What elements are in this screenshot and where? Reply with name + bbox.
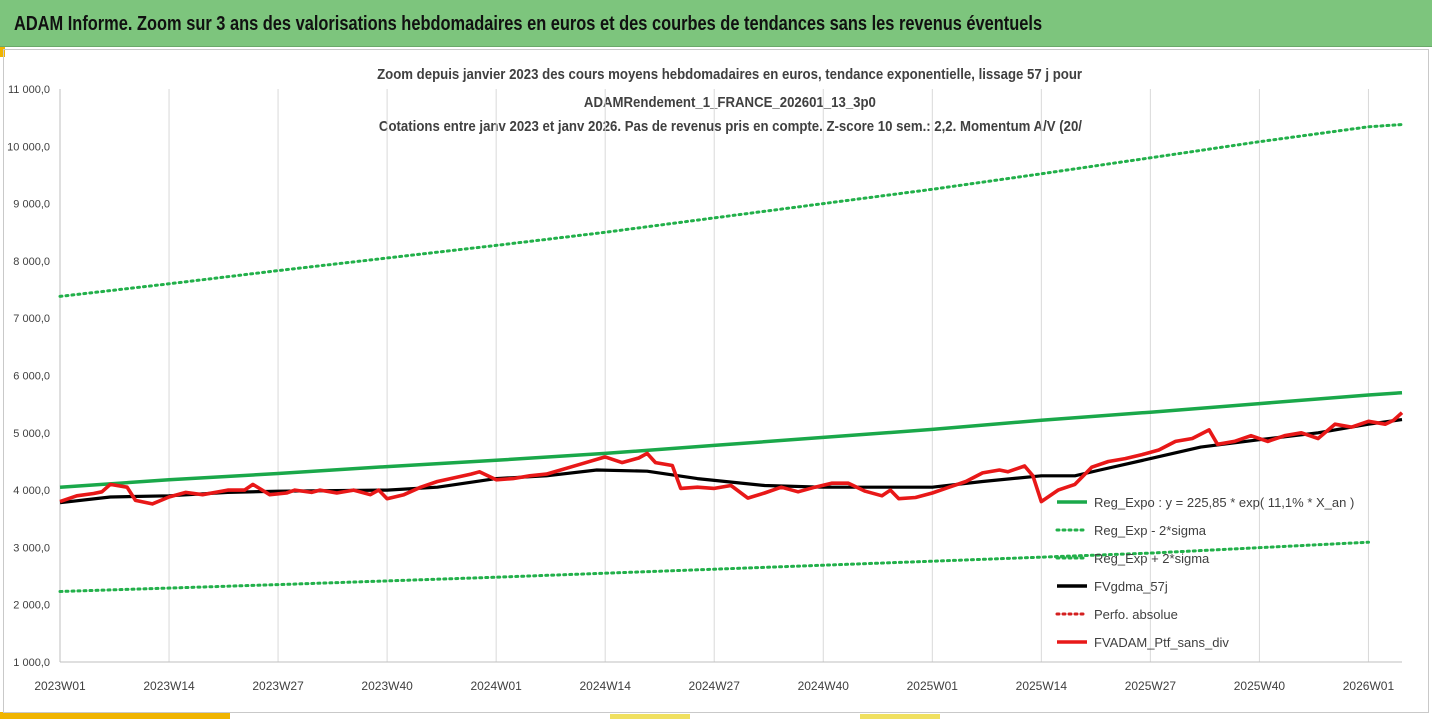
- series-line-2: [58, 123, 1404, 298]
- y-tick-label: 10 000,0: [7, 141, 50, 153]
- legend-entry: Perfo. absolue: [1094, 607, 1178, 622]
- frame-accent: [0, 47, 5, 57]
- y-tick-label: 5 000,0: [13, 428, 50, 440]
- y-tick-label: 1 000,0: [13, 657, 50, 669]
- x-tick-label: 2026W01: [1343, 679, 1395, 693]
- y-tick-label: 11 000,0: [8, 84, 50, 96]
- y-tick-label: 7 000,0: [13, 313, 50, 325]
- y-tick-label: 8 000,0: [13, 256, 50, 268]
- legend-entry: Reg_Exp - 2*sigma: [1094, 523, 1207, 538]
- y-tick-label: 3 000,0: [13, 542, 50, 554]
- chart-area: [3, 49, 1429, 713]
- series-line-5: [59, 411, 1404, 506]
- y-tick-label: 6 000,0: [13, 371, 50, 383]
- x-tick-label: 2023W27: [252, 679, 304, 693]
- x-tick-label: 2025W40: [1234, 679, 1286, 693]
- legend-entry: Reg_Expo : y = 225,85 * exp( 11,1% * X_a…: [1094, 495, 1354, 510]
- frame-accent: [0, 712, 230, 719]
- legend-entry: FVgdma_57j: [1094, 579, 1168, 594]
- x-tick-label: 2024W40: [798, 679, 850, 693]
- x-tick-label: 2023W14: [143, 679, 195, 693]
- x-tick-label: 2025W14: [1016, 679, 1068, 693]
- chart-title-line-1: Zoom depuis janvier 2023 des cours moyen…: [377, 66, 1083, 83]
- chart-title-line-2: ADAMRendement_1_FRANCE_202601_13_3p0: [584, 94, 876, 111]
- series-line-0: [59, 390, 1403, 489]
- y-tick-label: 2 000,0: [13, 600, 50, 612]
- x-tick-label: 2024W27: [689, 679, 741, 693]
- x-tick-label: 2023W40: [361, 679, 413, 693]
- report-header: ADAM Informe. Zoom sur 3 ans des valoris…: [0, 0, 1432, 47]
- frame-accent: [860, 714, 940, 719]
- y-tick-label: 4 000,0: [13, 485, 50, 497]
- x-tick-label: 2024W01: [470, 679, 522, 693]
- legend-entry: FVADAM_Ptf_sans_div: [1094, 635, 1229, 650]
- y-tick-label: 9 000,0: [13, 199, 50, 211]
- frame-accent: [610, 714, 690, 719]
- series-line-1: [58, 540, 1370, 593]
- x-tick-label: 2023W01: [34, 679, 86, 693]
- report-title: ADAM Informe. Zoom sur 3 ans des valoris…: [14, 13, 1043, 35]
- chart-title-line-3: Cotations entre janv 2023 et janv 2026. …: [378, 118, 1082, 135]
- x-tick-label: 2025W01: [907, 679, 959, 693]
- x-tick-label: 2025W27: [1125, 679, 1177, 693]
- legend-entry: Reg_Exp + 2*sigma: [1094, 551, 1210, 566]
- x-tick-label: 2024W14: [580, 679, 632, 693]
